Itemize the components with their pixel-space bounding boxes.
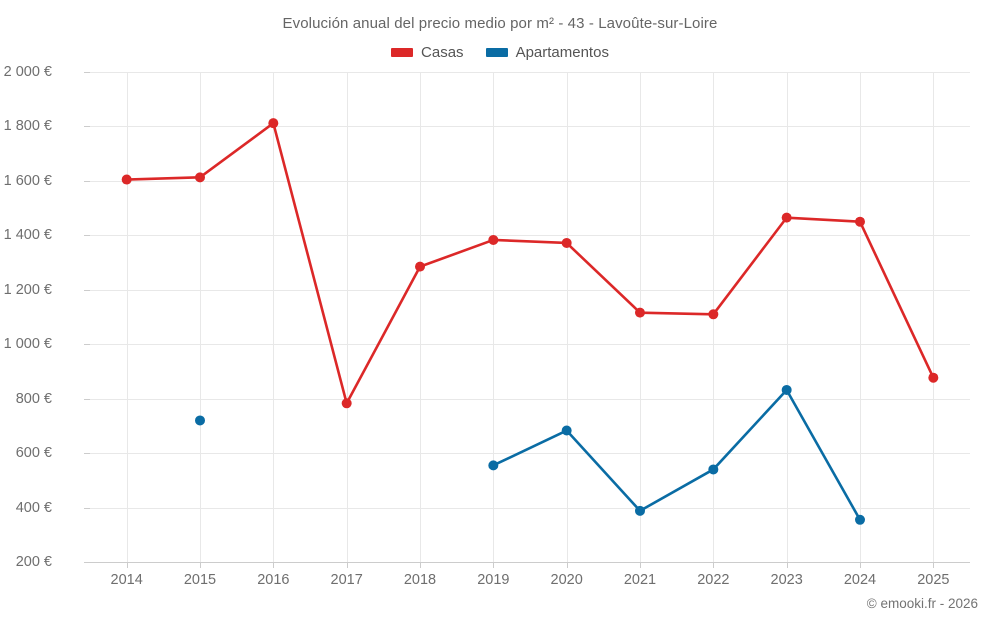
data-point-apartamentos[interactable] [561, 425, 572, 436]
data-point-casas[interactable] [268, 118, 279, 129]
legend-item-apartamentos[interactable]: Apartamentos [485, 44, 609, 61]
gridline-vertical [200, 72, 201, 562]
data-point-apartamentos[interactable] [855, 514, 865, 525]
gridline-horizontal [90, 180, 970, 182]
x-tick-label: 2025 [917, 572, 950, 588]
data-point-casas[interactable] [928, 372, 939, 383]
y-tick-mark [84, 235, 90, 237]
x-tick-label: 2016 [257, 572, 290, 588]
x-tick-label: 2019 [477, 572, 510, 588]
y-tick-label: 1 000 € [3, 336, 52, 353]
y-tick-mark [84, 507, 90, 509]
data-point-apartamentos[interactable] [195, 415, 205, 426]
data-point-casas[interactable] [855, 216, 865, 227]
data-point-casas[interactable] [195, 172, 205, 183]
x-tick-mark [126, 562, 128, 568]
y-tick-label: 600 € [15, 445, 52, 462]
series-line-apartamentos [492, 388, 862, 522]
x-tick-label: 2018 [403, 572, 437, 588]
gridline-vertical [126, 72, 128, 562]
legend-label-apartamentos: Apartamentos [515, 44, 609, 61]
gridline-horizontal [90, 72, 970, 73]
x-axis-line [90, 562, 970, 563]
data-point-casas[interactable] [708, 309, 719, 320]
gridline-vertical [860, 72, 861, 562]
gridline-vertical [566, 72, 568, 562]
series-line-casas [125, 121, 935, 405]
plot-area: 200 € 400 € 600 € 800 € 1 000 € 1 200 € 1 400 … [4, 64, 970, 588]
y-tick-mark [84, 562, 90, 563]
x-tick-label: 2023 [770, 572, 803, 588]
y-tick-label: 1 200 € [3, 281, 52, 298]
gridline-vertical [420, 72, 421, 562]
y-tick-label: 800 € [15, 390, 52, 407]
gridline-horizontal [90, 398, 970, 400]
footer-credit: © emooki.fr - 2026 [866, 596, 978, 611]
y-tick-mark [84, 180, 90, 182]
y-tick-mark [84, 453, 90, 455]
gridline-horizontal [90, 235, 970, 237]
gridline-vertical [786, 72, 788, 562]
chart-title: Evolución anual del precio medio por m² … [282, 15, 718, 32]
x-tick-mark [640, 562, 641, 568]
x-tick-label: 2022 [697, 572, 730, 588]
data-point-apartamentos[interactable] [781, 384, 792, 395]
data-point-casas[interactable] [341, 398, 352, 409]
data-point-casas[interactable] [415, 261, 425, 272]
y-tick-label: 2 000 € [3, 64, 52, 80]
data-point-apartamentos[interactable] [488, 460, 499, 471]
x-tick-label: 2021 [623, 572, 657, 588]
legend-swatch-apartamentos [485, 48, 508, 57]
data-point-casas[interactable] [488, 234, 499, 245]
x-tick-label: 2015 [183, 572, 217, 588]
y-tick-label: 200 € [15, 554, 52, 570]
gridline-horizontal [90, 289, 970, 291]
x-tick-mark [786, 562, 788, 568]
data-point-apartamentos[interactable] [635, 505, 645, 516]
x-tick-label: 2014 [110, 572, 143, 588]
y-tick-label: 1 800 € [3, 118, 52, 135]
data-point-apartamentos[interactable] [708, 464, 719, 475]
x-tick-mark [933, 562, 935, 568]
x-tick-mark [200, 562, 201, 568]
gridline-horizontal [90, 126, 970, 128]
legend-label-casas: Casas [421, 44, 464, 61]
data-point-casas[interactable] [121, 174, 132, 185]
y-tick-mark [84, 72, 90, 73]
x-tick-mark [566, 562, 568, 568]
y-tick-mark [84, 289, 90, 291]
x-tick-mark [493, 562, 495, 568]
x-tick-mark [713, 562, 715, 568]
y-tick-label: 1 600 € [3, 172, 52, 189]
gridline-vertical [933, 72, 935, 562]
y-tick-mark [84, 344, 90, 346]
legend-item-casas[interactable]: Casas [391, 44, 464, 61]
x-tick-mark [860, 562, 861, 568]
x-tick-label: 2017 [330, 572, 363, 588]
data-point-casas[interactable] [781, 212, 792, 223]
legend-swatch-casas [391, 48, 414, 57]
gridline-horizontal [90, 344, 970, 346]
x-tick-mark [346, 562, 348, 568]
gridline-horizontal [90, 507, 970, 509]
y-tick-mark [84, 126, 90, 128]
y-tick-mark [84, 398, 90, 400]
x-tick-mark [420, 562, 421, 568]
chart-legend: Casas Apartamentos [0, 44, 1000, 61]
data-point-casas[interactable] [635, 307, 645, 318]
gridline-horizontal [90, 453, 970, 455]
gridline-vertical [346, 72, 348, 562]
data-point-casas[interactable] [561, 237, 572, 248]
x-tick-label: 2024 [843, 572, 877, 588]
y-tick-label: 1 400 € [3, 227, 52, 244]
x-tick-label: 2020 [550, 572, 583, 588]
series-layer [121, 118, 939, 525]
gridline-vertical [273, 72, 275, 562]
y-tick-label: 400 € [15, 499, 52, 516]
gridline-vertical [493, 72, 495, 562]
x-tick-mark [273, 562, 275, 568]
